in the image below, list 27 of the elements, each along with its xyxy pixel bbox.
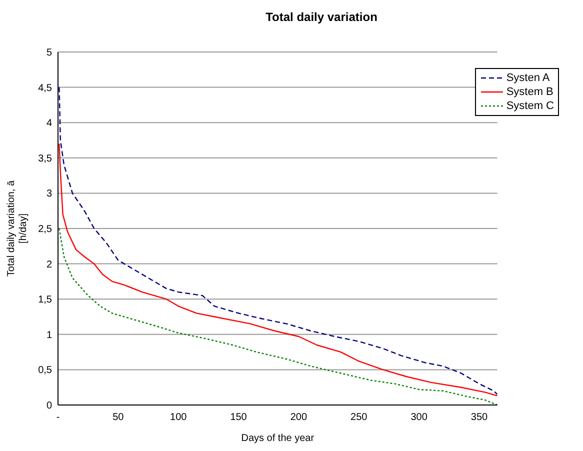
y-tick-label: 5 bbox=[46, 48, 52, 58]
x-tick-label: 250 bbox=[350, 412, 368, 424]
legend-label: System C bbox=[506, 99, 554, 113]
x-tick-label: 150 bbox=[230, 412, 248, 424]
y-tick-label: 4 bbox=[46, 118, 52, 130]
x-tick-label: 200 bbox=[290, 412, 308, 424]
chart-title: Total daily variation bbox=[264, 10, 378, 24]
line-series bbox=[58, 86, 498, 396]
x-tick-label: 350 bbox=[470, 412, 488, 424]
legend-label: System B bbox=[506, 85, 554, 99]
y-tick-label: 3,5 bbox=[38, 153, 52, 164]
x-tick-label: 300 bbox=[410, 412, 428, 424]
x-tick-label: 50 bbox=[112, 412, 124, 424]
y-tick-label: 3 bbox=[46, 188, 52, 200]
line-series bbox=[58, 143, 498, 396]
legend-label: Systen A bbox=[506, 71, 550, 85]
x-tick-label: - bbox=[56, 412, 60, 424]
y-tick-label: 2 bbox=[46, 259, 52, 270]
x-tick-label: 100 bbox=[170, 412, 188, 424]
y-tick-label: 1 bbox=[46, 330, 52, 341]
y-tick-label: 0,5 bbox=[38, 365, 52, 376]
y-tick-label: 0 bbox=[46, 400, 52, 412]
y-tick-label: 1,5 bbox=[38, 294, 52, 306]
y-tick-label: 2,5 bbox=[38, 224, 52, 235]
x-axis-title: Days of the year bbox=[241, 433, 315, 444]
y-tick-label: 4,5 bbox=[38, 82, 52, 94]
y-axis-title: Total daily variation, ā [h/day] bbox=[6, 180, 29, 277]
